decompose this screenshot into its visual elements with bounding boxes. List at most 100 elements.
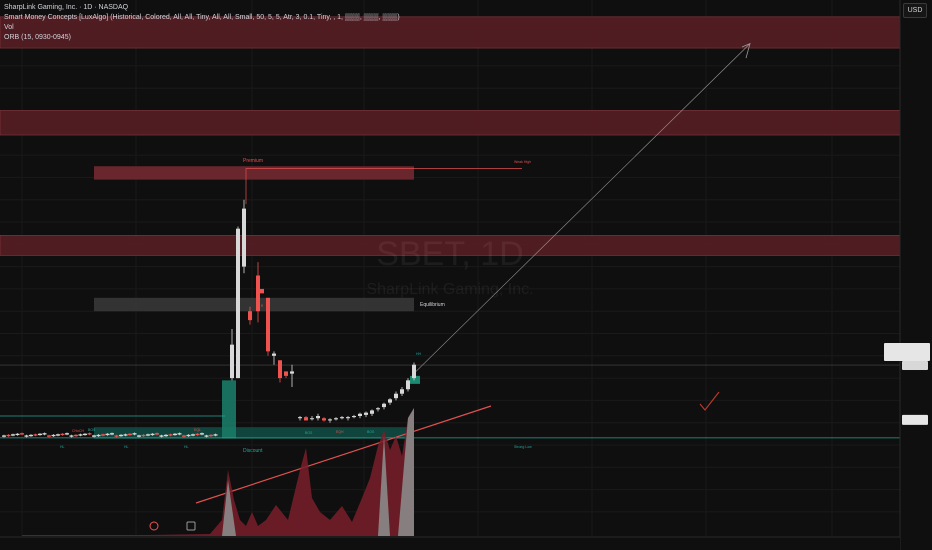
candle-body xyxy=(278,360,282,379)
candle-body xyxy=(209,434,213,437)
price-axis-bg xyxy=(900,0,932,550)
watermark-symbol: SBET, 1D xyxy=(376,235,523,273)
candle-body xyxy=(87,433,92,435)
hl-tag-label: HL xyxy=(124,445,129,449)
equilibrium-zone xyxy=(94,297,414,312)
candle-body xyxy=(29,434,33,437)
candle-body xyxy=(204,435,209,437)
candle-body xyxy=(328,419,332,421)
order-block-bullish xyxy=(222,380,236,439)
weak-high-label: Weak High xyxy=(514,160,531,164)
candle-body xyxy=(242,208,246,267)
candle-body xyxy=(20,433,24,435)
time-axis-bg xyxy=(0,537,900,550)
candle-body xyxy=(159,435,164,437)
candle-body xyxy=(92,435,96,437)
candle-body xyxy=(146,434,150,436)
candle-body xyxy=(150,433,155,436)
candle-body xyxy=(114,435,119,437)
ob-tag-label: BOS xyxy=(367,430,375,434)
candle-body xyxy=(186,434,191,437)
legend-indicator-smc[interactable]: Smart Money Concepts [LuxAlgo] (Historic… xyxy=(4,14,400,21)
candle-body xyxy=(340,417,344,419)
candle-body xyxy=(248,311,252,321)
candle-body xyxy=(51,434,56,437)
candle-body xyxy=(2,435,6,437)
currency-button[interactable]: USD xyxy=(903,3,927,18)
candle-body xyxy=(304,417,308,421)
candle-body xyxy=(78,434,83,436)
candle-body xyxy=(65,433,69,435)
candle-body xyxy=(346,417,350,419)
candle-body xyxy=(272,353,276,356)
candle-body xyxy=(42,433,47,435)
discount-label: Discount xyxy=(243,448,263,454)
trend-line xyxy=(195,405,492,504)
candle-body xyxy=(83,433,87,436)
candle-body xyxy=(119,434,123,437)
candle-body xyxy=(376,408,380,410)
dividend-event-icon xyxy=(149,521,159,531)
projection-arrow-line xyxy=(415,43,751,372)
candle-body xyxy=(400,389,404,394)
candle-body xyxy=(412,364,416,379)
candle-body xyxy=(230,344,234,379)
candle-body xyxy=(266,297,270,352)
legend-symbol-title[interactable]: SharpLink Gaming, Inc. · 1D · NASDAQ xyxy=(4,4,129,11)
candle-body xyxy=(382,403,386,408)
candle-body xyxy=(200,433,204,435)
candle-body xyxy=(15,433,20,436)
candle-body xyxy=(358,413,362,417)
volume-area-gray xyxy=(378,436,390,536)
candle-body xyxy=(60,433,65,436)
candle-body xyxy=(11,434,15,436)
level-tag-bg xyxy=(902,414,928,425)
candle-body xyxy=(137,435,141,437)
candle-body xyxy=(236,228,240,379)
watermark-name: SharpLink Gaming, Inc. xyxy=(366,281,533,298)
candle-body xyxy=(6,434,11,437)
legend-indicator-orb[interactable]: ORB (15, 0930-0945) xyxy=(4,34,71,41)
strong-low-label: Strong Low xyxy=(514,445,532,449)
candle-body xyxy=(123,434,128,436)
last-price-tag-bg xyxy=(902,361,928,371)
candle-body xyxy=(164,434,168,437)
ob-tag-label: BOS xyxy=(305,431,313,435)
candle-body xyxy=(96,434,101,437)
candle-body xyxy=(110,433,114,435)
candle-body xyxy=(47,435,51,437)
candle-body xyxy=(182,435,186,437)
discount-zone xyxy=(94,427,414,439)
price-tag-box xyxy=(884,343,930,362)
volume-area-gray xyxy=(222,480,236,536)
candle-body xyxy=(406,380,410,390)
hl-tag-label: HL xyxy=(184,445,189,449)
checkmark-drawing xyxy=(699,391,720,411)
candle-body xyxy=(173,433,177,436)
candle-body xyxy=(168,434,173,436)
candle-body xyxy=(191,434,195,436)
candle-body xyxy=(195,433,200,436)
order-block-bullish xyxy=(410,375,420,384)
candle-body xyxy=(141,434,146,437)
ob-tag-label: EQL xyxy=(194,428,201,432)
candle-body xyxy=(132,433,137,435)
weak-high-line xyxy=(245,168,522,205)
candle-body xyxy=(24,435,29,437)
candle-body xyxy=(334,418,338,420)
candle-body xyxy=(322,418,326,421)
candle-body xyxy=(394,393,398,399)
candle-body xyxy=(56,434,60,436)
volume-area-gray xyxy=(398,408,414,536)
candle-body xyxy=(388,399,392,403)
supply-zone xyxy=(0,16,901,49)
equilibrium-label: Equilibrium xyxy=(420,302,445,308)
projection-arrow-head xyxy=(741,42,751,59)
candle-body xyxy=(370,410,374,414)
legend-indicator-vol[interactable]: Vol xyxy=(4,24,14,31)
candle-body xyxy=(284,371,288,376)
hl-tag-label: HH xyxy=(416,352,422,356)
candle-body xyxy=(33,434,38,436)
